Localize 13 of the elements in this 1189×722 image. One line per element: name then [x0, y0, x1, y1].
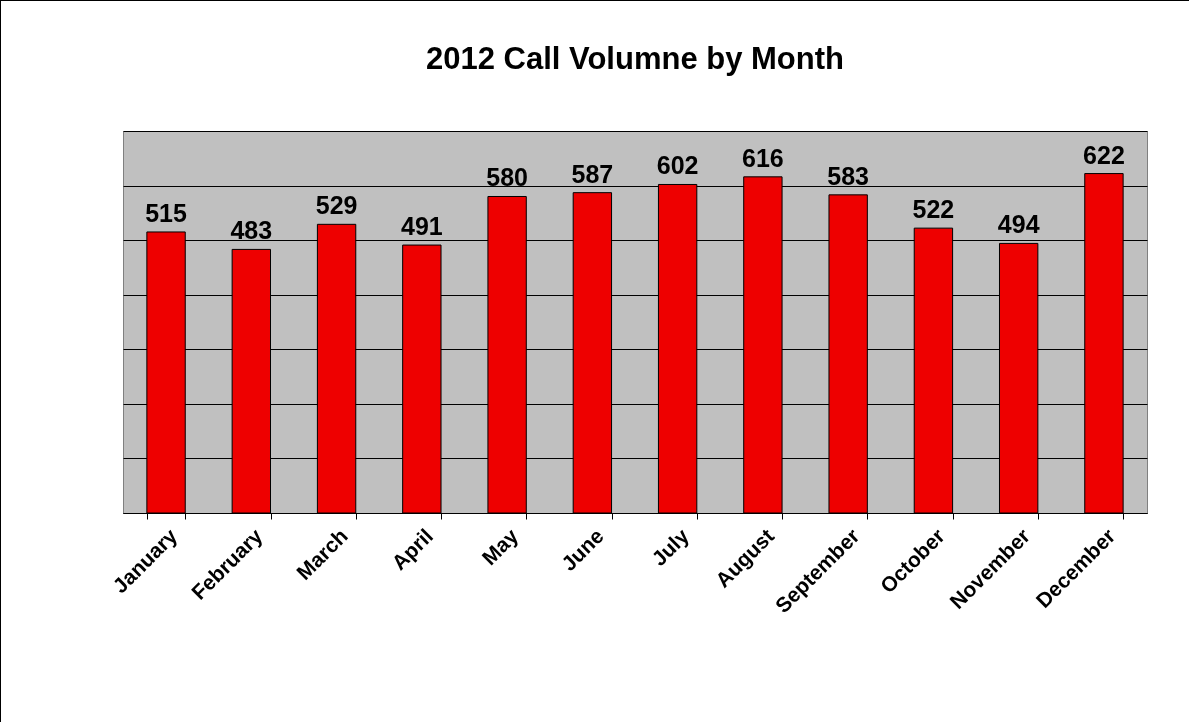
data-label: 515: [145, 198, 188, 227]
data-label: 580: [486, 163, 528, 192]
data-label: 616: [742, 143, 784, 172]
data-label: 622: [1083, 140, 1125, 169]
chart-title: 2012 Call Volumne by Month: [425, 41, 845, 76]
data-label: 587: [571, 159, 614, 188]
data-label: 491: [400, 212, 443, 241]
data-label: 583: [827, 161, 870, 190]
data-label: 494: [997, 210, 1040, 239]
data-label: 529: [315, 191, 358, 220]
data-label: 602: [656, 151, 699, 180]
data-label: 483: [230, 216, 273, 245]
data-label: 522: [912, 195, 955, 224]
